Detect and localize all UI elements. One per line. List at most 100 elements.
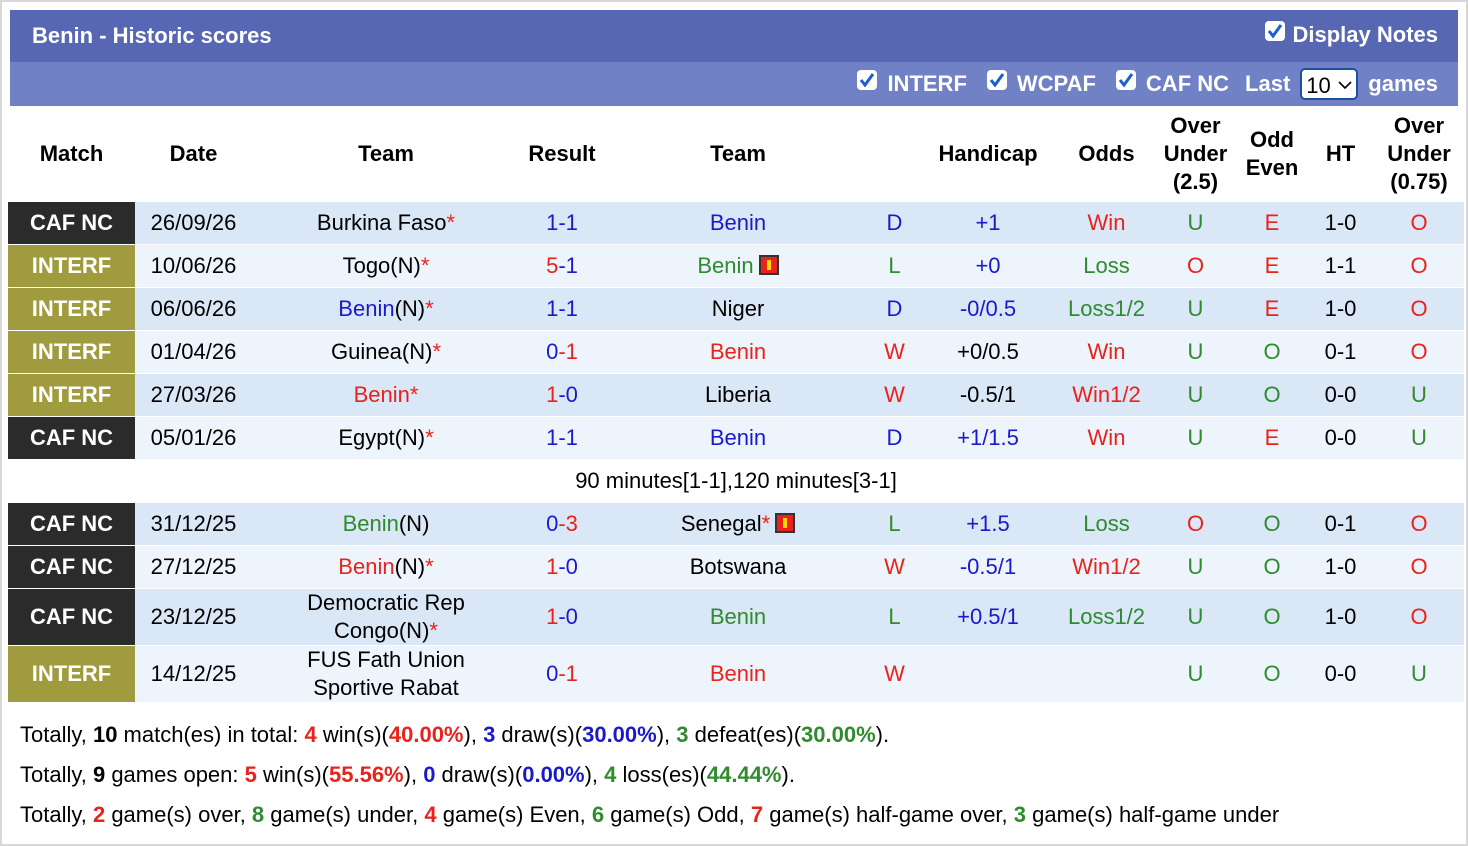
display-notes[interactable]: Display Notes <box>1264 21 1439 48</box>
home-team-part: Democratic Rep Congo <box>307 590 465 643</box>
home-team-part: (N) <box>390 253 421 278</box>
column-header: HT <box>1325 141 1356 166</box>
filters: INTERF WCPAF CAF NC <box>857 70 1235 97</box>
display-notes-label[interactable]: Display Notes <box>1292 22 1439 47</box>
row: CAF NC 05/01/26 Egypt(N)* 1-1 Benin D +1/1.5 Wi… <box>8 416 1464 460</box>
summary: Totally, 10 match(es) in total: 4 win(s)… <box>8 715 1464 835</box>
summary-text: game(s) over, <box>105 802 252 827</box>
column-header: Over Under (0.75) <box>1387 113 1451 194</box>
row: CAF NC 23/12/25 Democratic Rep Congo(N)* 1-… <box>8 588 1464 646</box>
summary-text: game(s) under, <box>264 802 425 827</box>
away-team: Benin <box>604 330 872 374</box>
result-text: 1-0 <box>546 604 578 629</box>
handicap-value: +0/0.5 <box>957 339 1019 364</box>
column-header: Date <box>169 141 218 166</box>
column-header: Result <box>528 141 596 166</box>
away-team-part: Benin <box>697 253 754 278</box>
ou-value: O <box>1186 253 1205 278</box>
away-team: Benin <box>604 416 872 460</box>
wdl: L <box>872 244 917 288</box>
date: 27/03/26 <box>135 373 252 417</box>
result-part: -1 <box>558 661 578 686</box>
away-team-part: * <box>761 511 771 536</box>
oe: O <box>1237 330 1307 374</box>
ou2-value: U <box>1411 425 1427 450</box>
filter[interactable]: WCPAF <box>986 70 1096 97</box>
home-team: Burkina Faso* <box>252 202 520 245</box>
result-part: -1 <box>558 253 578 278</box>
home-team: Democratic Rep Congo(N)* <box>252 588 520 646</box>
home-team-part: Benin <box>342 511 399 536</box>
odds: Loss <box>1059 244 1154 288</box>
result-part: 1 <box>546 296 559 321</box>
handicap: +0.5/1 <box>917 588 1059 646</box>
wdl: L <box>872 502 917 546</box>
checkbox[interactable] <box>1264 21 1285 41</box>
odds: Win1/2 <box>1059 545 1154 589</box>
ou2-value: O <box>1410 554 1428 579</box>
result-text: 0-1 <box>546 339 578 364</box>
filter-label[interactable]: CAF NC <box>1145 71 1230 96</box>
summary-text: Totally, <box>20 762 93 787</box>
home-team: Benin* <box>252 373 520 417</box>
wdl-value: L <box>888 511 901 536</box>
oe: O <box>1237 645 1307 703</box>
away-team: Benin <box>604 202 872 245</box>
date: 05/01/26 <box>135 416 252 460</box>
league: CAF NC <box>8 416 135 460</box>
league: CAF NC <box>8 202 135 245</box>
ou-value: U <box>1187 425 1204 450</box>
oe-value: E <box>1264 296 1280 321</box>
filter-label[interactable]: WCPAF <box>1016 71 1096 96</box>
summary-value: 9 <box>92 762 106 787</box>
away-team: Liberia <box>604 373 872 417</box>
column-header: Team <box>710 141 766 166</box>
result-text: 5-1 <box>546 253 578 278</box>
away-team-part: Niger <box>711 296 765 321</box>
red-card <box>758 255 779 275</box>
summary-text: Totally, <box>20 722 93 747</box>
checkbox[interactable] <box>1115 70 1136 90</box>
oe-value: E <box>1264 253 1280 278</box>
summary-value: 4 <box>424 802 437 827</box>
ou: U <box>1154 416 1237 460</box>
checkbox[interactable] <box>857 70 878 90</box>
home-team-text: Burkina Faso* <box>317 209 455 237</box>
result-text: 0-3 <box>546 511 578 536</box>
filter[interactable]: CAF NC <box>1115 70 1230 97</box>
away-team: Benin <box>604 588 872 646</box>
count-select[interactable]: 10 <box>1300 68 1359 100</box>
ou2: O <box>1374 545 1464 589</box>
ou: O <box>1154 502 1237 546</box>
row: CAF NC 31/12/25 Benin(N) 0-3 Senegal* L +1.5 Lo… <box>8 502 1464 546</box>
filter-label[interactable]: INTERF <box>887 71 967 96</box>
home-team-part: * <box>425 296 434 321</box>
date: 14/12/25 <box>135 645 252 703</box>
summary-line: Totally, 10 match(es) in total: 4 win(s)… <box>8 715 1464 755</box>
count-value[interactable]: 10 <box>1306 73 1331 98</box>
red-card <box>775 513 796 533</box>
filter[interactable]: INTERF <box>857 70 967 97</box>
checkbox[interactable] <box>986 70 1007 90</box>
row: INTERF 06/06/26 Benin(N)* 1-1 Niger D -0/0.5 Lo… <box>8 287 1464 331</box>
result-part: -1 <box>558 210 578 235</box>
summary-value: 10 <box>92 722 118 747</box>
oe-value: O <box>1263 661 1281 686</box>
result-part: 1 <box>546 210 559 235</box>
home-team: Benin(N)* <box>252 287 520 331</box>
home-team-text: Benin(N) <box>343 510 430 538</box>
half-time: 0-1 <box>1307 330 1374 374</box>
ou-value: U <box>1187 210 1204 235</box>
oe-value: O <box>1263 511 1281 536</box>
oe-value: O <box>1263 339 1281 364</box>
header-row: Match Date Team Result Team Handicap Odds Over … <box>8 106 1464 202</box>
column-header: Team <box>358 141 414 166</box>
league: INTERF <box>8 373 135 417</box>
summary-value: 0.00% <box>522 762 585 787</box>
result-text: 1-1 <box>546 210 578 235</box>
home-team-text: Benin(N)* <box>338 553 433 581</box>
result: 1-1 <box>520 202 604 245</box>
away-team-part: Benin <box>709 210 767 235</box>
away-team: Botswana <box>604 545 872 589</box>
league: INTERF <box>8 330 135 374</box>
